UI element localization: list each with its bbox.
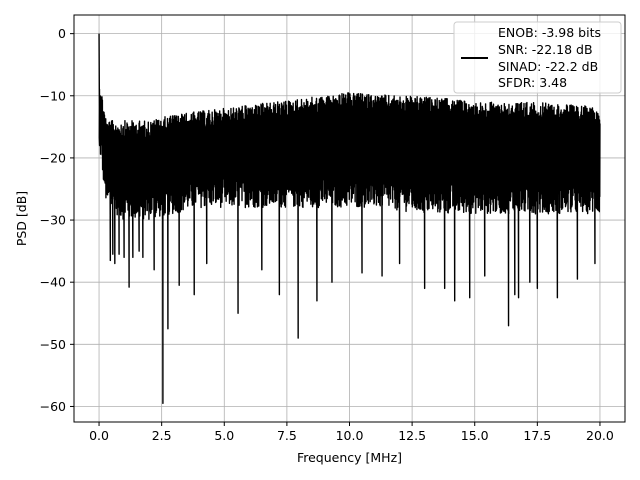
y-tick-label: −60 (40, 399, 66, 414)
x-tick-label: 15.0 (461, 428, 489, 443)
y-tick-label: 0 (58, 26, 66, 41)
x-tick-label: 7.5 (277, 428, 297, 443)
x-tick-label: 17.5 (523, 428, 551, 443)
legend-sfdr: SFDR: 3.48 (498, 75, 567, 90)
plot-area (98, 33, 601, 405)
y-axis: 0 −10 −20 −30 −40 −50 −60 (40, 26, 74, 414)
legend-enob: ENOB: -3.98 bits (498, 25, 601, 40)
y-axis-label: PSD [dB] (14, 191, 29, 246)
psd-series-line (98, 33, 601, 405)
legend-sinad: SINAD: -22.2 dB (498, 59, 598, 74)
x-tick-label: 5.0 (214, 428, 234, 443)
y-tick-label: −50 (40, 337, 66, 352)
legend-snr: SNR: -22.18 dB (498, 42, 593, 57)
y-tick-label: −40 (40, 275, 66, 290)
y-tick-label: −20 (40, 150, 66, 165)
x-axis: 0.0 2.5 5.0 7.5 10.0 12.5 15.0 17.5 20.0 (89, 422, 614, 443)
x-tick-label: 2.5 (152, 428, 172, 443)
x-tick-label: 10.0 (336, 428, 364, 443)
x-tick-label: 12.5 (398, 428, 426, 443)
y-tick-label: −30 (40, 213, 66, 228)
x-tick-label: 20.0 (586, 428, 614, 443)
y-tick-label: −10 (40, 88, 66, 103)
legend-box (453, 21, 622, 94)
x-axis-label: Frequency [MHz] (297, 450, 402, 465)
legend: ENOB: -3.98 bits SNR: -22.18 dB SINAD: -… (453, 21, 622, 94)
x-tick-label: 0.0 (89, 428, 109, 443)
